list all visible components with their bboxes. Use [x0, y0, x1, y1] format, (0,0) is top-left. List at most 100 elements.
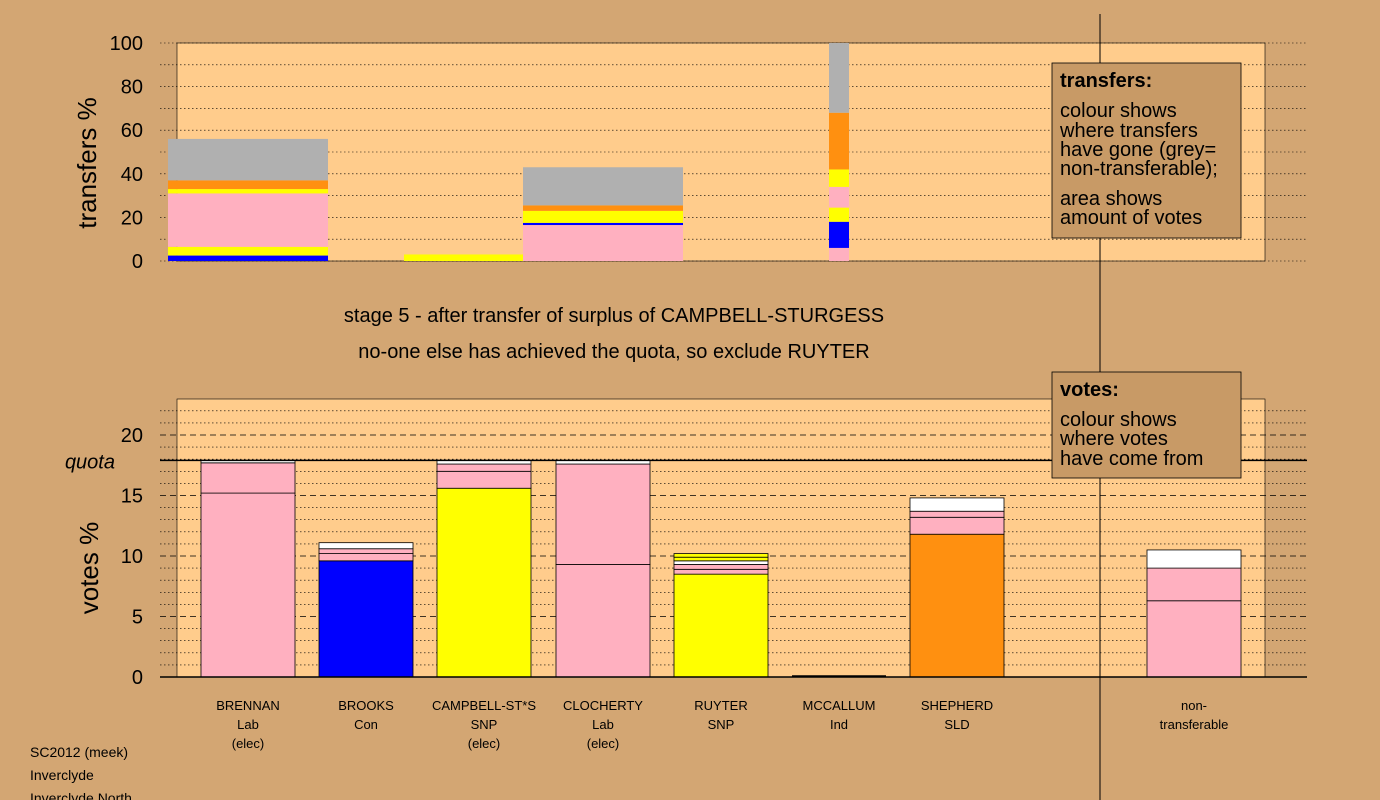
candidate-name: MCCALLUM [803, 698, 876, 713]
votes-legend-box [1051, 371, 1242, 479]
votes-y-tick-label: 15 [121, 486, 143, 508]
transfer-segment [829, 207, 849, 222]
vote-segment [673, 556, 769, 562]
transfer-segment [168, 189, 328, 194]
candidate-status: (elec) [232, 736, 265, 751]
candidate-labels: BRENNAN Lab (elec) BROOKS Con CAMPBELL-ST*S SN… [216, 698, 1228, 751]
candidate-name: BROOKS [338, 698, 394, 713]
transfers-y-ticks: 0 20 40 60 80 100 [110, 33, 143, 273]
candidate-name: RUYTER [694, 698, 747, 713]
candidate-name: SHEPHERD [921, 698, 993, 713]
votes-legend: votes: colour shows where votes have com… [1051, 371, 1242, 479]
transfers-legend-line: amount of votes [1060, 207, 1202, 229]
candidate-name: non- [1181, 698, 1207, 713]
vote-segment [436, 487, 532, 678]
quota-label: quota [65, 451, 115, 473]
candidate-party: Ind [830, 717, 848, 732]
votes-y-tick-label: 0 [132, 667, 143, 689]
transfers-legend: transfers: colour shows where transfers … [1051, 62, 1242, 239]
transfers-y-tick-label: 100 [110, 33, 143, 55]
votes-bars [200, 460, 1242, 678]
vote-segment [673, 560, 769, 565]
vote-segment [673, 564, 769, 570]
candidate-name: BRENNAN [216, 698, 280, 713]
vote-segment [909, 516, 1005, 535]
votes-y-tick-label: 20 [121, 425, 143, 447]
vote-segment [673, 553, 769, 558]
vote-segment [200, 492, 296, 678]
transfer-segment [829, 186, 849, 208]
footer-ward: Inverclyde North [30, 790, 132, 800]
candidate-name: CLOCHERTY [563, 698, 643, 713]
vote-segment [909, 510, 1005, 518]
transfer-segment [829, 112, 849, 170]
candidate-party: SLD [944, 717, 969, 732]
vote-segment [555, 463, 651, 565]
transfer-segment [168, 138, 328, 181]
vote-segment [909, 533, 1005, 678]
candidate-name: CAMPBELL-ST*S [432, 698, 536, 713]
vote-segment [200, 462, 296, 494]
transfer-segment [168, 193, 328, 247]
transfers-y-tick-label: 80 [121, 77, 143, 99]
footer-election: SC2012 (meek) [30, 744, 128, 760]
vote-segment [1146, 600, 1242, 678]
vote-segment [436, 470, 532, 489]
transfers-y-tick-label: 40 [121, 164, 143, 186]
vote-segment [318, 542, 414, 550]
transfers-y-tick-label: 20 [121, 207, 143, 229]
candidate-party: transferable [1160, 717, 1229, 732]
transfers-legend-line: colour shows [1060, 100, 1177, 122]
votes-legend-line: colour shows [1060, 409, 1177, 431]
transfers-legend-line: non-transferable); [1060, 158, 1218, 180]
candidate-party: SNP [471, 717, 498, 732]
vote-segment [673, 573, 769, 678]
vote-segment [436, 463, 532, 472]
candidate-party: Lab [237, 717, 259, 732]
footer-council: Inverclyde [30, 767, 94, 783]
transfer-segment [168, 180, 328, 190]
transfer-segment [404, 254, 564, 261]
votes-y-tick-label: 5 [132, 607, 143, 629]
transfer-segment [523, 222, 683, 226]
vote-segment [318, 548, 414, 554]
transfers-y-axis-label: transfers % [72, 97, 102, 229]
transfer-segment [523, 225, 683, 261]
votes-legend-line: where votes [1059, 428, 1168, 450]
vote-segment [909, 497, 1005, 512]
candidate-status: (elec) [468, 736, 501, 751]
vote-segment [1146, 549, 1242, 569]
transfer-segment [168, 255, 328, 261]
candidate-party: SNP [708, 717, 735, 732]
transfers-legend-line: where transfers [1059, 120, 1198, 142]
vote-segment [318, 553, 414, 562]
votes-legend-line: have come from [1060, 448, 1203, 470]
votes-y-axis-label: votes % [74, 522, 104, 615]
votes-y-ticks: 0 5 10 15 20 [121, 425, 143, 689]
transfer-segment [829, 247, 849, 261]
transfer-segment [523, 205, 683, 211]
exclusion-caption: no-one else has achieved the quota, so e… [358, 341, 869, 363]
transfer-segment [829, 43, 849, 113]
candidate-party: Con [354, 717, 378, 732]
candidate-status: (elec) [587, 736, 620, 751]
transfer-segment [523, 167, 683, 206]
vote-segment [318, 560, 414, 678]
stage-caption: stage 5 - after transfer of surplus of C… [344, 305, 884, 327]
transfers-legend-box [1051, 62, 1242, 239]
candidate-party: Lab [592, 717, 614, 732]
vote-segment [555, 564, 651, 678]
transfers-legend-line: have gone (grey= [1060, 139, 1216, 161]
transfer-segment [829, 221, 849, 248]
transfers-y-tick-label: 60 [121, 120, 143, 142]
transfers-gridlines [160, 42, 1307, 262]
transfers-legend-title: transfers: [1060, 70, 1152, 92]
transfer-segment [523, 210, 683, 223]
transfer-segment [168, 246, 328, 256]
transfers-bars [168, 43, 849, 261]
transfer-segment [829, 169, 849, 187]
votes-y-tick-label: 10 [121, 546, 143, 568]
votes-legend-title: votes: [1060, 379, 1119, 401]
